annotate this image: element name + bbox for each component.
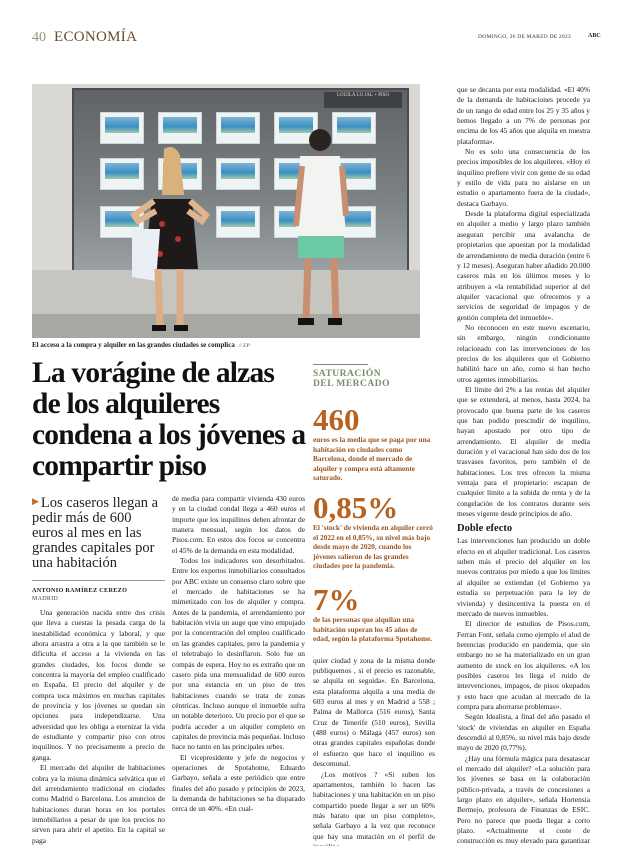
stat-figure: 460 [313, 402, 360, 437]
man-figure [293, 129, 349, 325]
shop-window: LOUILA LO JAL + PISO [72, 88, 409, 272]
body-column-2: de media para compartir vivienda 430 eur… [172, 494, 305, 846]
paragraph: Todos los indicadores son desorbitados. … [172, 556, 305, 752]
left-column: ▶ Los caseros llegan a pedir más de 600 e… [32, 494, 165, 846]
listing-poster [216, 112, 260, 144]
paragraph: Según Idealista, a final del año pasado … [457, 712, 590, 753]
date-line: DOMINGO, 26 DE MARZO DE 2023 [478, 34, 571, 40]
sidebar-title-line: DEL MERCADO [313, 379, 391, 389]
listing-poster [100, 158, 144, 190]
dateline-location: MADRID [32, 596, 59, 602]
paragraph: de media para compartir vivienda 430 eur… [172, 494, 305, 555]
stat-text: euros es la media que se paga por una ha… [313, 435, 431, 483]
listing-poster [158, 112, 202, 144]
paragraph: El vicepresidente y jefe de negocios y o… [172, 752, 305, 814]
window-sign: LOUILA LO JAL + PISO [324, 92, 402, 108]
stat-text: El 'stock' de vivienda en alquiler cerró… [313, 522, 433, 571]
sidebar-block: SATURACIÓN DEL MERCADO 460 euros es la m… [313, 364, 435, 846]
page-number: 40 [32, 30, 46, 45]
paragraph: Una generación nacida entre dos crisis q… [32, 608, 165, 762]
wall [32, 270, 420, 314]
paragraph: No es solo una consecuencia de los preci… [457, 147, 590, 208]
body-column-3: quier ciudad y zona de la misma donde pu… [313, 656, 435, 846]
stat-figure: 0,85% [313, 489, 399, 525]
triangle-bullet-icon: ▶ [32, 496, 39, 506]
photo-caption: El acceso a la compra y alquiler en las … [32, 341, 420, 349]
paragraph: ¿Los motivos ? «Si suben los apartamento… [313, 769, 435, 846]
paragraph: Las intervenciones han producido un dobl… [457, 536, 590, 618]
article-columns: ▶ Los caseros llegan a pedir más de 600 e… [32, 494, 308, 846]
photo-credit: // EP [238, 343, 250, 349]
paragraph: El mercado del alquiler de habitaciones … [32, 763, 165, 845]
pavement [32, 314, 420, 338]
author-name: ANTONIO RAMÍREZ CEREZO [32, 587, 128, 594]
sidebar-title: SATURACIÓN DEL MERCADO [313, 369, 435, 389]
listing-poster [100, 112, 144, 144]
article-main-block: La vorágine de alzas de los alquileres c… [32, 358, 308, 846]
listing-poster [216, 158, 260, 190]
stat-figure: 7% [313, 581, 360, 617]
subheading: Doble efecto [457, 523, 513, 535]
caption-text: El acceso a la compra y alquiler en las … [32, 341, 235, 349]
listing-poster [332, 112, 376, 144]
paragraph: El límite del 2% a las rentas del alquil… [457, 384, 590, 519]
paragraph: ¿Hay una fórmula mágica para desatascar … [457, 753, 590, 846]
publication-name: ABC [588, 33, 601, 39]
section-title: ECONOMÍA [54, 29, 138, 45]
subheadline: ▶ Los caseros llegan a pedir más de 600 e… [32, 494, 165, 571]
sidebar-title-line: SATURACIÓN [313, 369, 382, 379]
listing-poster [216, 206, 260, 238]
sidebar-rule [313, 364, 368, 365]
paragraph: El director de estudios de Pisos.com, Fe… [457, 619, 590, 711]
body-column-1: Una generación nacida entre dos crisis q… [32, 608, 165, 846]
paragraph: que se decanta por esta modalidad. «El 4… [457, 85, 590, 146]
woman-figure [129, 147, 210, 331]
stat-text: de las personas que alquilan una habitac… [313, 614, 433, 644]
paragraph: No reconocen en este nuevo escenario, si… [457, 322, 590, 384]
paragraph: Desde la plataforma digital especializad… [457, 209, 590, 322]
headline: La vorágine de alzas de los alquileres c… [32, 357, 306, 482]
subhead-text: Los caseros llegan a pedir más de 600 eu… [32, 495, 159, 571]
paragraph: quier ciudad y zona de la misma donde pu… [313, 655, 435, 769]
body-column-4: que se decanta por esta modalidad. «El 4… [457, 85, 590, 846]
byline-divider [32, 580, 165, 581]
article-photo: LOUILA LO JAL + PISO [32, 84, 420, 338]
